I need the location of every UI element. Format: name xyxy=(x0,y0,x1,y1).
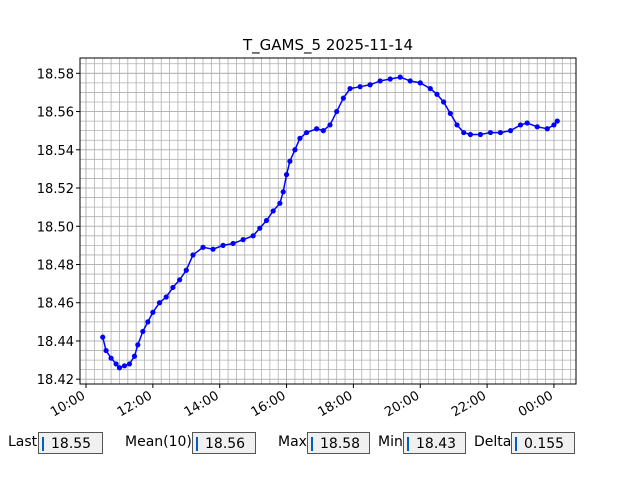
data-point xyxy=(417,80,423,86)
data-point xyxy=(121,363,128,369)
data-point xyxy=(461,129,467,136)
data-point xyxy=(220,242,226,248)
y-tick-label: 18.52 xyxy=(37,182,74,197)
data-point xyxy=(190,252,196,258)
data-point xyxy=(283,172,290,178)
y-tick-label: 18.50 xyxy=(37,220,74,235)
y-tick-label: 18.44 xyxy=(37,335,74,350)
y-tick-label: 18.42 xyxy=(37,373,74,388)
data-point xyxy=(140,328,146,335)
data-point xyxy=(544,126,550,132)
data-point xyxy=(177,277,183,283)
data-point xyxy=(524,120,530,126)
data-point xyxy=(210,246,216,252)
x-tick-label: 00:00 xyxy=(516,388,556,420)
data-point xyxy=(163,294,169,300)
x-tick-label: 22:00 xyxy=(449,388,489,420)
data-point xyxy=(434,91,440,97)
x-tick-label: 20:00 xyxy=(382,388,422,420)
field-label: Delta xyxy=(474,434,512,450)
data-point xyxy=(377,78,383,84)
data-point xyxy=(477,131,484,138)
data-point xyxy=(357,84,363,90)
data-point xyxy=(145,319,151,325)
field-label: Mean(10) xyxy=(125,434,192,450)
data-point xyxy=(551,122,557,128)
data-point xyxy=(116,365,123,371)
data-point xyxy=(113,361,119,367)
x-tick-label: 18:00 xyxy=(315,388,355,420)
data-point xyxy=(497,129,504,136)
field-label: Max xyxy=(278,434,307,450)
data-point xyxy=(467,131,473,138)
x-tick-label: 14:00 xyxy=(182,388,222,420)
data-point xyxy=(407,78,413,84)
data-point xyxy=(287,158,293,164)
y-tick-label: 18.56 xyxy=(37,106,74,121)
data-point xyxy=(257,225,263,231)
data-point xyxy=(327,122,333,128)
data-point xyxy=(183,267,189,273)
data-point xyxy=(156,300,163,306)
x-tick-label: 10:00 xyxy=(48,388,88,420)
data-point xyxy=(250,233,256,239)
data-point xyxy=(487,129,494,136)
data-point xyxy=(150,309,156,315)
data-point xyxy=(441,99,447,105)
data-point xyxy=(126,361,133,367)
data-point xyxy=(534,124,540,130)
data-point xyxy=(387,76,393,82)
data-point xyxy=(314,126,320,132)
data-point xyxy=(100,334,106,340)
data-point xyxy=(454,122,460,128)
data-point xyxy=(263,217,270,224)
y-tick-label: 18.54 xyxy=(37,144,74,159)
plot-frame xyxy=(79,57,577,385)
y-tick-label: 18.46 xyxy=(37,297,74,312)
data-point xyxy=(240,237,246,243)
data-line xyxy=(102,76,558,369)
data-point xyxy=(507,128,514,134)
field-value[interactable]: 18.56 xyxy=(192,432,256,454)
data-point xyxy=(292,147,298,153)
field-label: Min xyxy=(378,434,403,450)
chart-title: T_GAMS_5 2025-11-14 xyxy=(242,36,413,55)
data-point xyxy=(320,128,326,134)
data-point xyxy=(170,284,176,291)
field-label: Last xyxy=(8,434,38,450)
data-point xyxy=(277,200,283,206)
x-tick-label: 16:00 xyxy=(249,388,289,420)
data-point xyxy=(447,110,453,117)
y-tick-label: 18.48 xyxy=(37,258,74,273)
data-point xyxy=(334,108,340,115)
data-point xyxy=(367,82,373,88)
data-point xyxy=(200,244,206,250)
data-point xyxy=(554,118,560,124)
data-point xyxy=(131,353,138,359)
field-value[interactable]: 0.155 xyxy=(511,432,575,454)
data-point xyxy=(427,85,433,92)
data-point xyxy=(297,135,303,141)
data-point xyxy=(103,347,109,354)
x-tick-label: 12:00 xyxy=(115,388,155,420)
data-point xyxy=(135,342,141,348)
y-tick-label: 18.58 xyxy=(37,67,74,82)
data-point xyxy=(347,85,353,92)
field-value[interactable]: 18.55 xyxy=(38,432,103,454)
data-point xyxy=(230,240,236,247)
data-point xyxy=(517,122,524,128)
data-point xyxy=(397,74,403,80)
data-point xyxy=(304,129,310,136)
data-point xyxy=(280,189,286,195)
chart: T_GAMS_5 2025-11-14 18.42 18.44 18.46 18.48… xyxy=(37,36,577,420)
data-point xyxy=(108,355,114,361)
field-value[interactable]: 18.43 xyxy=(403,432,466,454)
data-point xyxy=(340,95,346,101)
field-value[interactable]: 18.58 xyxy=(307,432,370,454)
data-point xyxy=(270,208,276,214)
